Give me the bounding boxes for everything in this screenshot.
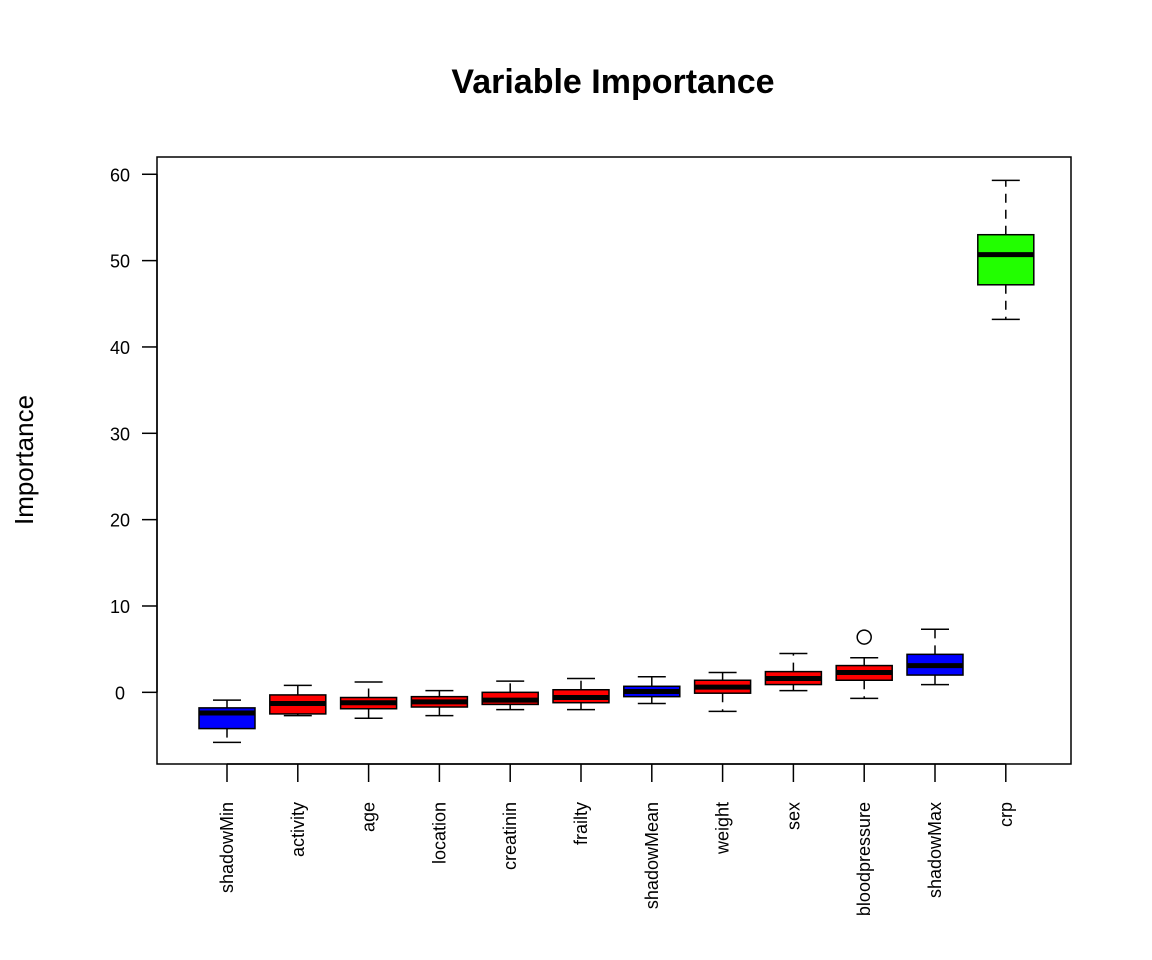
x-tick-label: bloodpressure: [854, 802, 874, 916]
box-shadowMax: [906, 628, 964, 686]
x-tick-label: location: [429, 802, 449, 864]
box-plot-series: [198, 179, 1035, 744]
x-tick-label: activity: [288, 802, 308, 857]
y-axis-label: Importance: [9, 395, 39, 525]
x-tick-label: creatinin: [500, 802, 520, 870]
y-tick-label: 30: [110, 424, 130, 444]
y-tick-label: 10: [110, 597, 130, 617]
x-tick-label: shadowMax: [925, 802, 945, 898]
x-axis: shadowMin activity age location creatinin fra…: [217, 763, 1016, 916]
x-tick-label: age: [359, 802, 379, 832]
box-bloodpressure: [835, 629, 893, 700]
y-tick-label: 60: [110, 165, 130, 185]
y-tick-label: 20: [110, 511, 130, 531]
y-axis: 0 10 20 30 40 50 60: [110, 165, 158, 703]
outlier-point: [856, 629, 872, 645]
box-sex: [764, 652, 823, 692]
x-tick-label: sex: [783, 802, 803, 830]
box-shadowMin: [198, 699, 256, 744]
x-tick-label: crp: [996, 802, 1016, 827]
x-tick-label: weight: [713, 802, 733, 855]
y-tick-label: 40: [110, 338, 130, 358]
box-iqr: [977, 233, 1035, 286]
box-activity: [269, 684, 327, 717]
y-tick-label: 0: [115, 683, 125, 703]
y-tick-label: 50: [110, 252, 130, 272]
x-tick-label: shadowMin: [217, 802, 237, 893]
chart-title: Variable Importance: [451, 63, 774, 101]
x-tick-label: frailty: [571, 802, 591, 845]
box-creatinin: [481, 680, 539, 711]
box-crp: [977, 179, 1035, 321]
x-tick-label: shadowMean: [642, 802, 662, 909]
box-shadowMean: [623, 676, 681, 705]
box-weight: [693, 671, 752, 713]
box-frailty: [552, 677, 610, 711]
box-age: [339, 681, 398, 719]
box-location: [410, 689, 469, 717]
